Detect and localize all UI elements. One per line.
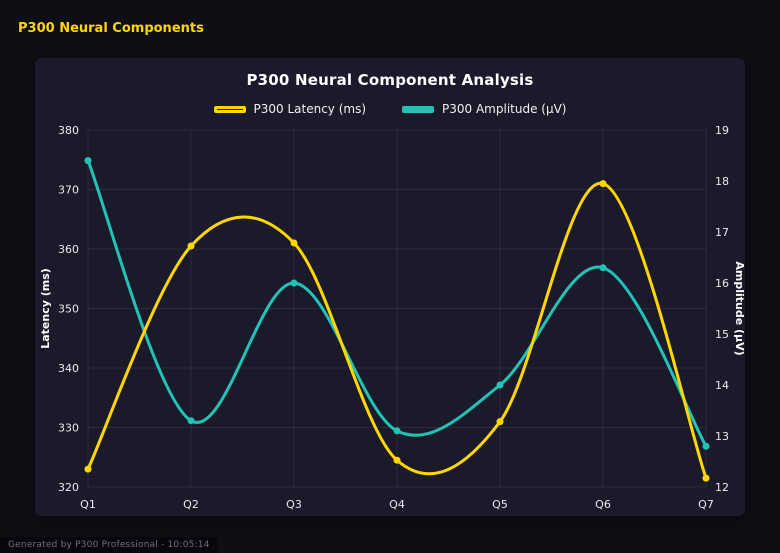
legend-label: P300 Latency (ms) xyxy=(253,102,367,116)
svg-text:14: 14 xyxy=(715,379,729,392)
latency-point-q3[interactable] xyxy=(290,239,298,247)
amplitude-point-q1[interactable] xyxy=(84,157,92,165)
latency-point-q1[interactable] xyxy=(84,465,92,473)
svg-text:370: 370 xyxy=(58,184,79,197)
amplitude-point-q7[interactable] xyxy=(702,442,710,450)
svg-text:15: 15 xyxy=(715,328,729,341)
latency-point-q2[interactable] xyxy=(187,242,195,250)
amplitude-point-q5[interactable] xyxy=(496,381,504,389)
legend-swatch xyxy=(402,105,435,113)
svg-text:12: 12 xyxy=(715,481,729,494)
svg-text:16: 16 xyxy=(715,277,729,290)
svg-text:Q4: Q4 xyxy=(389,498,405,511)
amplitude-point-q4[interactable] xyxy=(393,427,401,435)
chart-title: P300 Neural Component Analysis xyxy=(246,71,534,89)
left-axis-ticks: 320 330 340 350 360 370 380 xyxy=(58,124,79,494)
svg-text:19: 19 xyxy=(715,124,729,137)
svg-text:13: 13 xyxy=(715,430,729,443)
latency-point-q4[interactable] xyxy=(393,456,401,464)
latency-point-q5[interactable] xyxy=(496,418,504,426)
svg-text:330: 330 xyxy=(58,422,79,435)
svg-text:Q7: Q7 xyxy=(698,498,714,511)
svg-text:Q2: Q2 xyxy=(183,498,199,511)
gridlines xyxy=(87,129,707,488)
legend-item-amplitude[interactable]: P300 Amplitude (μV) xyxy=(402,102,567,116)
footer-credit: Generated by P300 Professional - 10:05:1… xyxy=(0,537,218,553)
amplitude-point-q6[interactable] xyxy=(599,264,607,272)
x-axis-ticks: Q1 Q2 Q3 Q4 Q5 Q6 Q7 xyxy=(80,498,714,511)
legend-swatch xyxy=(213,105,246,113)
svg-text:380: 380 xyxy=(58,124,79,137)
left-axis-title: Latency (ms) xyxy=(39,268,52,349)
svg-text:Q1: Q1 xyxy=(80,498,96,511)
chart-panel: P300 Neural Component Analysis P300 Late… xyxy=(35,58,745,516)
svg-text:350: 350 xyxy=(58,303,79,316)
svg-text:340: 340 xyxy=(58,362,79,375)
svg-text:360: 360 xyxy=(58,243,79,256)
svg-text:Q5: Q5 xyxy=(492,498,508,511)
svg-text:Q3: Q3 xyxy=(286,498,302,511)
chart-legend: P300 Latency (ms) P300 Amplitude (μV) xyxy=(35,102,745,116)
legend-label: P300 Amplitude (μV) xyxy=(442,102,567,116)
amplitude-point-q3[interactable] xyxy=(290,279,298,287)
amplitude-point-q2[interactable] xyxy=(187,417,195,425)
svg-text:320: 320 xyxy=(58,481,79,494)
svg-text:Q6: Q6 xyxy=(595,498,611,511)
latency-point-q7[interactable] xyxy=(702,474,710,482)
svg-text:18: 18 xyxy=(715,175,729,188)
latency-point-q6[interactable] xyxy=(599,180,607,188)
legend-item-latency[interactable]: P300 Latency (ms) xyxy=(213,102,367,116)
right-axis-ticks: 12 13 14 15 16 17 18 19 xyxy=(715,124,729,494)
right-axis-title: Amplitude (μV) xyxy=(733,261,745,355)
page-title: P300 Neural Components xyxy=(18,21,204,36)
svg-text:17: 17 xyxy=(715,226,729,239)
